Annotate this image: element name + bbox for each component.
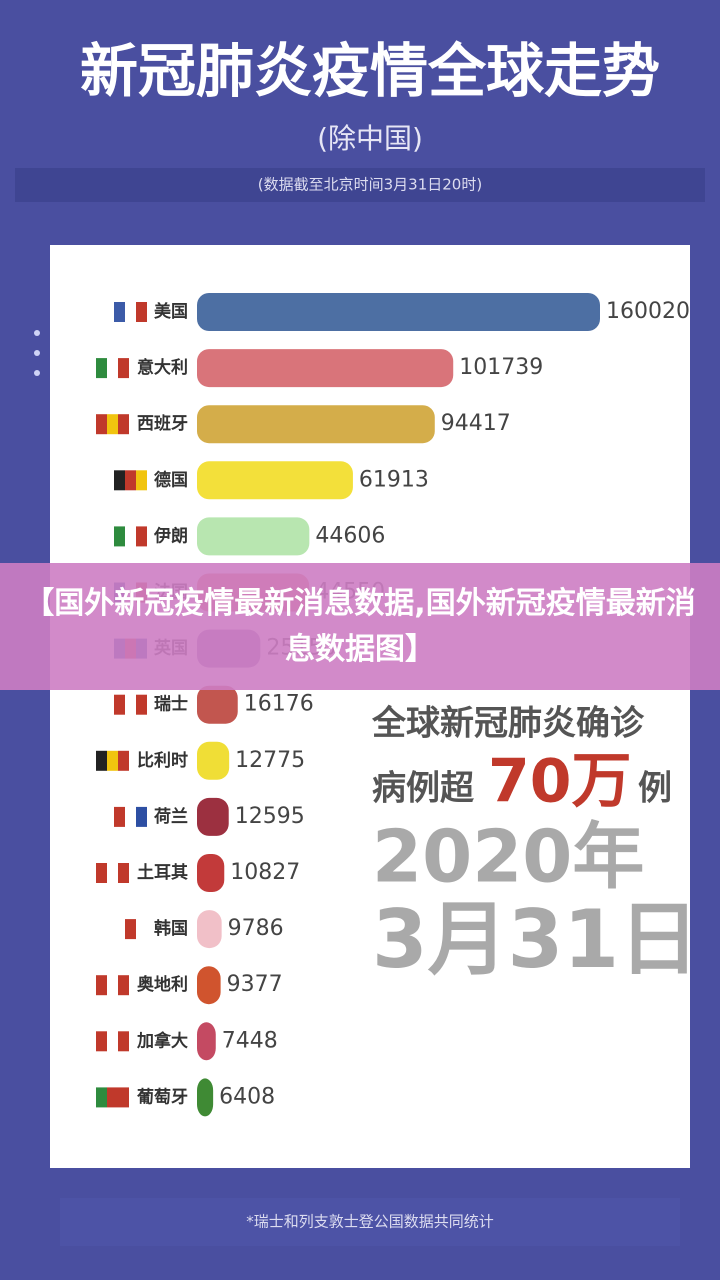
flag [125, 302, 136, 322]
value-label: 94417 [441, 411, 511, 436]
annotation-prefix: 病例超 [372, 769, 475, 809]
bar [197, 797, 229, 836]
bar [197, 405, 435, 444]
flag [118, 1031, 129, 1052]
dot [34, 330, 40, 336]
category-label: 西班牙 [137, 414, 188, 434]
value-label: 16176 [244, 692, 314, 717]
bar [197, 517, 310, 556]
flag [107, 863, 118, 883]
category-label: 葡萄牙 [136, 1086, 188, 1107]
bar [197, 1078, 214, 1117]
category-label: 瑞士 [154, 694, 188, 715]
category-label: 韩国 [154, 918, 188, 939]
flag [125, 694, 136, 715]
value-label: 6408 [219, 1084, 275, 1109]
title: 新冠肺炎疫情全球走势 [80, 37, 660, 105]
flag [136, 302, 147, 322]
bar [197, 741, 230, 780]
flag [107, 358, 118, 379]
flag [96, 975, 107, 996]
flag [96, 1031, 107, 1052]
dot [34, 350, 40, 356]
category-label: 加拿大 [136, 1030, 188, 1051]
value-label: 7448 [222, 1028, 278, 1053]
flag [125, 919, 136, 940]
flag [136, 806, 147, 827]
flag [114, 526, 125, 547]
flag [107, 414, 118, 435]
category-label: 德国 [154, 469, 188, 490]
note-band [15, 168, 705, 202]
annotation-year: 2020年 [372, 815, 644, 899]
flag [96, 1087, 107, 1108]
flag [118, 750, 129, 771]
flag [136, 526, 147, 547]
category-label: 意大利 [137, 357, 188, 378]
category-label: 伊朗 [153, 525, 188, 546]
footnote: *瑞士和列支敦士登公国数据共同统计 [246, 1213, 494, 1231]
flag [107, 1087, 118, 1108]
flag [136, 694, 147, 715]
flag [125, 526, 136, 547]
category-label: 美国 [154, 301, 188, 322]
category-label: 奥地利 [137, 974, 188, 995]
note: (数据截至北京时间3月31日20时) [258, 176, 482, 194]
category-label: 比利时 [137, 750, 188, 771]
flag [118, 975, 129, 996]
dot [34, 370, 40, 376]
bar [197, 349, 454, 388]
flag [118, 863, 129, 883]
flag [136, 919, 147, 940]
flag [114, 302, 125, 322]
flag [114, 806, 125, 827]
flag [96, 358, 107, 379]
bar [197, 685, 238, 724]
value-label: 9786 [228, 916, 284, 941]
flag [136, 470, 147, 491]
flag [125, 470, 136, 491]
bar [197, 293, 600, 331]
flag [96, 863, 107, 883]
bar [197, 966, 221, 1005]
annotation-suffix: 例 [638, 769, 672, 809]
flag [114, 694, 125, 715]
value-label: 44606 [315, 523, 385, 548]
annotation-line1: 全球新冠肺炎确诊 [371, 704, 645, 744]
value-label: 101739 [459, 355, 543, 380]
value-label: 9377 [227, 972, 283, 997]
annotation-highlight: 70万 [488, 747, 632, 817]
flag [96, 750, 107, 771]
bar [197, 910, 222, 949]
footnote-band [60, 1198, 680, 1246]
bar [197, 1022, 216, 1061]
subtitle: (除中国) [317, 122, 423, 155]
flag [107, 750, 118, 771]
value-label: 160020 [606, 299, 690, 324]
flag [125, 806, 136, 827]
value-label: 12775 [235, 748, 305, 773]
bar [197, 461, 353, 500]
annotation-date: 3月31日 [372, 893, 699, 986]
flag [96, 414, 107, 435]
value-label: 10827 [230, 860, 300, 885]
category-label: 荷兰 [154, 806, 188, 827]
flag [107, 975, 118, 996]
flag [114, 919, 125, 940]
caption-banner: 【国外新冠疫情最新消息数据,国外新冠疫情最新消息数据图】 [0, 563, 720, 690]
bar [197, 854, 225, 892]
value-label: 12595 [235, 804, 305, 829]
card [50, 245, 690, 1168]
flag [118, 358, 129, 379]
category-label: 土耳其 [137, 862, 188, 883]
flag [118, 414, 129, 435]
flag [107, 1031, 118, 1052]
flag [118, 1087, 129, 1108]
value-label: 61913 [359, 467, 429, 492]
flag [114, 470, 125, 491]
